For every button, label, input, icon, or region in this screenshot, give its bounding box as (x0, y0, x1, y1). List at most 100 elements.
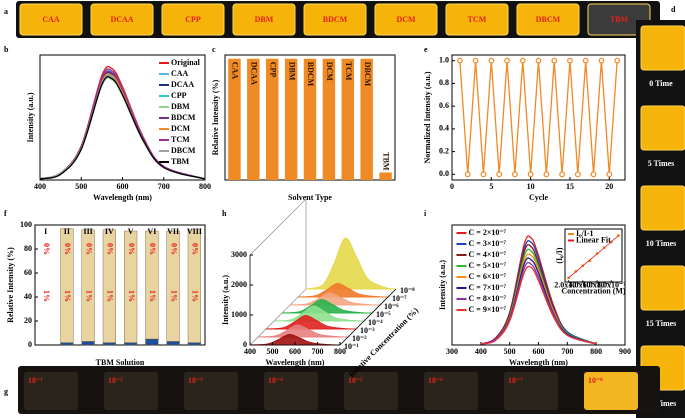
area (289, 292, 381, 306)
y-tick-label: 60 (24, 268, 32, 277)
point (588, 259, 592, 263)
marker (543, 171, 550, 178)
bar (284, 58, 298, 180)
bar-segment (145, 338, 159, 346)
y-axis-label: Relative Intensity (%) (6, 247, 15, 323)
category-label: DBM (287, 62, 296, 81)
marker (512, 171, 518, 178)
category-label: DCAA (249, 62, 258, 85)
depth-tick-label: 10⁻⁶ (384, 302, 399, 311)
y-axis-label: Intensity (a.u.) (26, 92, 35, 142)
cycle-label: 15 Times (646, 319, 677, 328)
legend-label: C = 9×10⁻⁷ (469, 305, 507, 314)
bar-segment (102, 342, 116, 346)
x-axis-label: Wavelength (nm) (266, 358, 325, 367)
sample-square (640, 265, 685, 311)
y-tick-label: 1.0 (439, 56, 449, 65)
legend-label: C = 8×10⁻⁷ (469, 294, 507, 303)
marker (496, 171, 503, 178)
annotation: 1% (63, 290, 72, 302)
category-label: BDCM (306, 62, 315, 87)
sample-label: DBCM (536, 15, 561, 24)
bar (379, 172, 392, 180)
x-axis-label: TBM Solution (96, 358, 145, 367)
x-tick-label: 2.0x10⁻⁷ (554, 281, 583, 290)
annotation: 0% (84, 243, 93, 255)
legend-label: Linear Fit (576, 235, 611, 244)
category-label: VII (167, 227, 179, 236)
annotation: 0% (148, 243, 157, 255)
bar-segment (60, 228, 74, 343)
x-tick-label: 800 (590, 347, 602, 356)
sample-label: DBM (255, 15, 274, 24)
x-tick-label: 500 (75, 182, 87, 191)
bar-segment (187, 229, 201, 343)
bar-segment (124, 230, 138, 343)
category-label: III (83, 227, 92, 236)
y-tick-label: 80 (24, 244, 32, 253)
category-label: VI (147, 227, 156, 236)
concentration-label: 10⁻⁶ (428, 376, 443, 385)
bar-segment (102, 229, 116, 343)
point (567, 276, 570, 280)
sample-square (104, 372, 158, 410)
y-tick-label: 0.6 (439, 101, 449, 110)
sample-square (232, 3, 296, 36)
bar (303, 58, 317, 180)
cycle-label: 5 Times (648, 159, 675, 168)
legend-label: CAA (171, 69, 189, 78)
concentration-label: 10⁻² (108, 376, 123, 385)
legend-label: DBM (171, 102, 190, 111)
annotation: 0% (42, 243, 51, 255)
area (281, 298, 373, 314)
x-tick-label: 6.0x10⁻⁷ (583, 281, 612, 290)
bar-segment (187, 342, 201, 346)
legend-label: BDCM (171, 113, 196, 122)
area (297, 282, 389, 298)
bar-segment (81, 229, 95, 342)
strip-g (18, 366, 660, 414)
x-tick-label: 700 (312, 347, 324, 356)
marker (551, 57, 558, 64)
bar (322, 58, 336, 180)
category-label: TCM (344, 62, 353, 81)
annotation: 1% (148, 290, 157, 302)
sample-label: CPP (185, 15, 201, 24)
sample-square (264, 372, 318, 410)
sample-square (640, 25, 685, 71)
bar-segment (166, 230, 180, 342)
y-tick-label: 0 (28, 340, 32, 349)
legend-label: C = 2×10⁻⁷ (469, 228, 507, 237)
marker (606, 171, 613, 178)
x-tick-label: 500 (267, 347, 279, 356)
x-tick-label: 400 (244, 347, 256, 356)
x-tick-label: 15 (566, 182, 574, 191)
cycle-label: 0 Time (649, 79, 673, 88)
x-tick-label: 700 (561, 347, 573, 356)
x-tick-label: 5 (489, 182, 493, 191)
x-tick-label: 400 (34, 182, 46, 191)
x-axis-label: Wavelength (nm) (93, 193, 152, 202)
x-tick-label: 10 (527, 182, 535, 191)
depth-tick-label: 10⁻¹ (344, 342, 359, 351)
y-tick-label: 0.2 (439, 146, 449, 155)
area (305, 237, 397, 290)
x-tick-label: 500 (504, 347, 516, 356)
marker (464, 171, 471, 178)
marker (527, 171, 534, 178)
point (617, 234, 620, 237)
legend-label: DCAA (171, 80, 194, 89)
y-tick-label: 40 (24, 292, 32, 301)
legend-label: C = 5×10⁻⁷ (469, 261, 507, 270)
concentration-label: 10⁻⁴ (268, 376, 283, 385)
x-tick-label: 600 (117, 182, 129, 191)
depth-tick-label: 10⁻⁵ (376, 310, 391, 319)
sample-square (587, 3, 651, 36)
y-axis-label: Intensity (a.u.) (221, 275, 230, 325)
panel-letter: b (4, 45, 9, 54)
marker (567, 57, 573, 64)
sample-square (584, 372, 638, 410)
legend-label: C = 3×10⁻⁷ (469, 239, 507, 248)
fit-line (568, 235, 619, 279)
sample-square (24, 372, 78, 410)
